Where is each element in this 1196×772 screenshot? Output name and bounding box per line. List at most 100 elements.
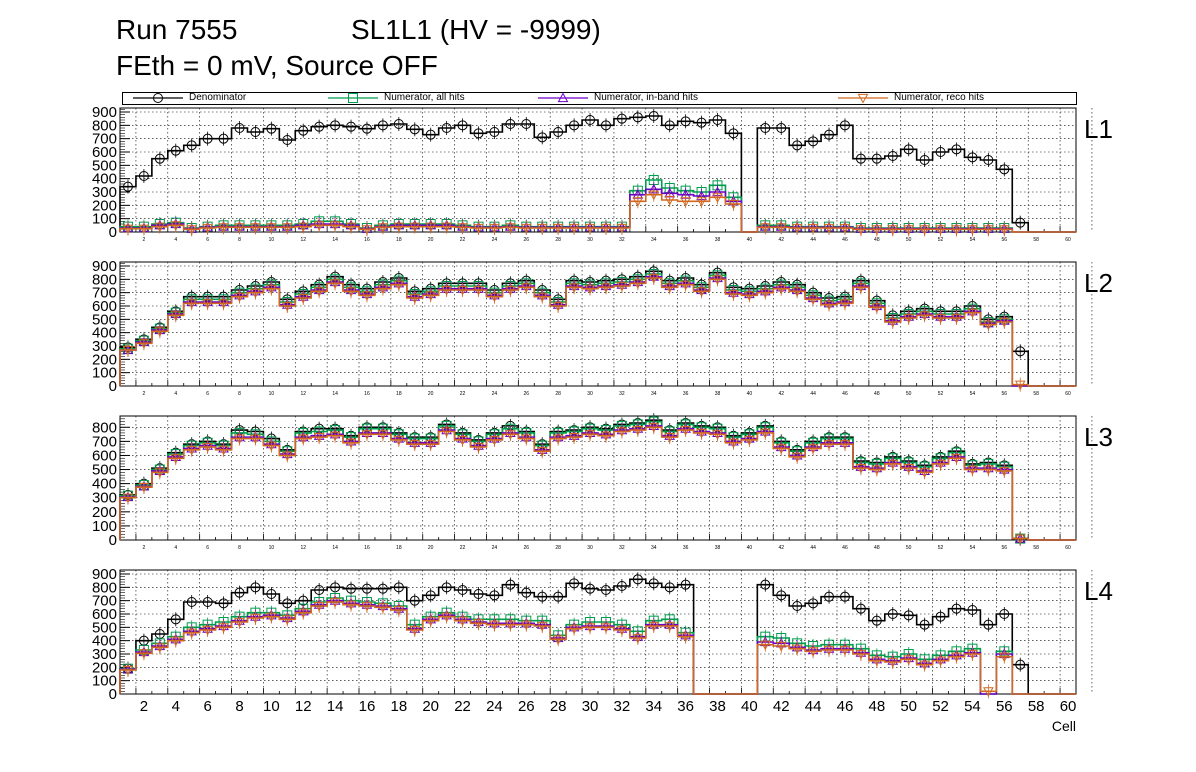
x-tick-label: 26 <box>524 545 530 551</box>
data-point <box>568 433 580 443</box>
data-point <box>871 465 883 476</box>
data-point <box>186 597 197 607</box>
data-point <box>648 621 660 632</box>
x-tick-label: 18 <box>390 698 407 715</box>
data-point <box>489 620 500 631</box>
data-point <box>585 583 596 594</box>
x-tick-label: 34 <box>645 698 662 715</box>
data-point <box>855 603 866 614</box>
x-tick-label: 8 <box>235 698 243 715</box>
x-tick-label: 50 <box>906 545 912 551</box>
data-point <box>839 440 851 450</box>
data-point <box>871 225 883 235</box>
y-tick-label: 700 <box>92 593 117 610</box>
x-tick-label: 22 <box>460 545 466 551</box>
data-point <box>632 112 643 123</box>
data-point <box>632 279 644 289</box>
data-point <box>361 583 372 594</box>
data-point <box>202 625 213 636</box>
data-point <box>1015 346 1026 357</box>
x-tick-label: 56 <box>996 698 1013 715</box>
data-point <box>903 144 914 155</box>
x-tick-label: 30 <box>587 237 593 243</box>
data-point <box>760 579 771 590</box>
data-point <box>616 581 627 591</box>
data-point <box>218 133 229 144</box>
data-point <box>186 225 198 235</box>
data-point <box>951 225 962 235</box>
data-point <box>329 431 341 442</box>
data-point <box>552 301 564 312</box>
data-point <box>855 153 866 164</box>
data-point <box>138 171 149 181</box>
x-tick-label: 28 <box>555 391 561 397</box>
x-tick-label: 14 <box>332 391 338 397</box>
y-tick-label: 500 <box>92 157 117 174</box>
data-point <box>314 585 325 595</box>
data-point <box>775 444 787 454</box>
data-point <box>696 117 707 128</box>
x-tick-label: 54 <box>970 391 976 397</box>
data-point <box>505 620 516 631</box>
data-point <box>823 645 835 656</box>
data-point <box>759 428 771 439</box>
data-point <box>616 625 628 636</box>
panel-frame <box>119 415 1077 541</box>
legend-label: Numerator, all hits <box>384 92 465 103</box>
data-point <box>1014 534 1026 545</box>
data-point <box>234 123 245 133</box>
data-point <box>218 223 229 233</box>
data-point <box>425 590 436 601</box>
data-point <box>377 223 389 233</box>
data-point <box>967 308 978 319</box>
x-tick-label: 4 <box>174 545 177 551</box>
x-tick-label: 46 <box>842 545 848 551</box>
data-point <box>346 121 357 132</box>
series-line <box>119 601 1076 695</box>
x-tick-label: 26 <box>524 391 530 397</box>
series-0 <box>119 572 1076 695</box>
data-point <box>680 280 691 291</box>
series-line <box>119 578 1076 695</box>
y-tick-label: 200 <box>92 351 117 368</box>
data-point <box>441 427 452 438</box>
data-point <box>282 598 293 609</box>
data-point <box>569 578 580 589</box>
data-point <box>983 619 994 630</box>
data-point <box>807 295 819 305</box>
x-tick-label: 36 <box>683 391 689 397</box>
data-point <box>234 617 245 628</box>
x-tick-label: 56 <box>1002 545 1008 551</box>
x-tick-label: 36 <box>683 237 689 243</box>
x-tick-label: 10 <box>263 698 280 715</box>
y-tick-label: 100 <box>92 365 117 382</box>
data-point <box>489 590 500 601</box>
data-point <box>489 223 500 234</box>
data-point <box>505 285 516 296</box>
data-point <box>568 283 580 293</box>
data-point <box>218 445 229 456</box>
data-point <box>967 225 978 235</box>
layer-label: L4 <box>1084 576 1113 606</box>
data-point <box>552 635 564 645</box>
y-tick-label: 500 <box>92 619 117 636</box>
y-tick-label: 300 <box>92 184 117 201</box>
y-tick-label: 800 <box>92 579 117 596</box>
data-point <box>903 313 915 324</box>
data-point <box>792 140 803 151</box>
x-tick-label: 26 <box>518 698 535 715</box>
data-point <box>919 468 930 478</box>
data-point <box>999 164 1010 175</box>
x-tick-label: 42 <box>778 545 784 551</box>
data-point <box>521 119 532 129</box>
data-point <box>425 129 436 140</box>
data-point <box>154 327 166 337</box>
data-point <box>728 128 739 139</box>
y-tick-label: 200 <box>92 504 117 521</box>
data-point <box>297 293 309 304</box>
data-point <box>919 225 930 235</box>
data-point <box>728 199 739 210</box>
x-tick-label: 46 <box>837 698 854 715</box>
data-point <box>377 284 389 295</box>
